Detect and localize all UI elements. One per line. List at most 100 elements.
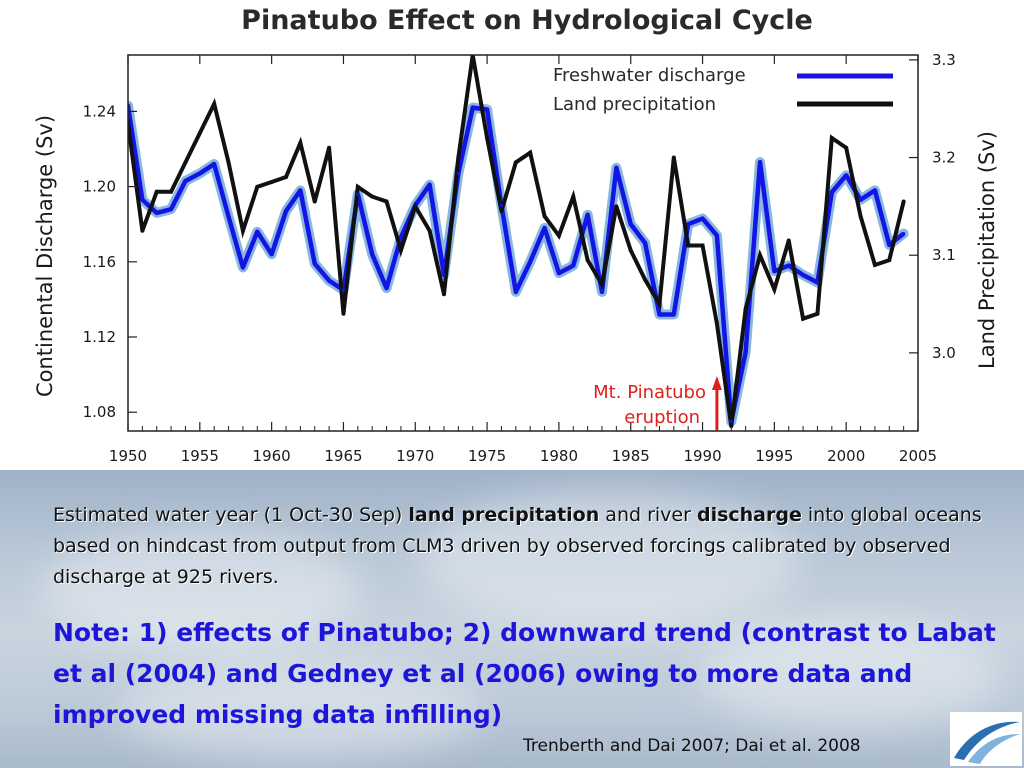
- discharge-point: [643, 241, 647, 245]
- y-right-tick-label: 3.2: [932, 149, 956, 167]
- description-text: Estimated water year (1 Oct-30 Sep) land…: [53, 500, 993, 593]
- precipitation-point: [801, 316, 806, 321]
- precipitation-point: [585, 258, 590, 263]
- precipitation-point: [140, 228, 145, 233]
- annotation-line1: Mt. Pinatubo: [593, 382, 706, 403]
- precipitation-point: [786, 238, 791, 243]
- discharge-point: [715, 233, 719, 238]
- discharge-point: [384, 286, 389, 290]
- precipitation-point: [456, 155, 461, 160]
- discharge-point: [471, 106, 475, 110]
- precipitation-point: [858, 214, 863, 219]
- x-tick-label: 2005: [899, 447, 937, 465]
- precipitation-point: [600, 282, 604, 287]
- citation-credit: Trenberth and Dai 2007; Dai et al. 2008: [523, 736, 861, 756]
- x-tick-label: 1970: [396, 447, 434, 465]
- pinatubo-annotation: Mt. Pinatubo eruption: [593, 376, 722, 430]
- discharge-point: [729, 420, 733, 424]
- precipitation-point: [686, 243, 691, 248]
- precipitation-point: [743, 306, 748, 311]
- discharge-point: [887, 243, 891, 247]
- x-tick-label: 1960: [253, 447, 291, 465]
- discharge-point: [370, 252, 374, 256]
- y-left-tick-label: 1.12: [83, 328, 116, 346]
- y-left-tick-label: 1.08: [83, 403, 116, 421]
- description-part2: and river: [599, 504, 697, 526]
- discharge-point: [801, 273, 805, 277]
- discharge-point: [183, 179, 188, 183]
- precipitation-point: [829, 136, 834, 141]
- precipitation-point: [197, 131, 202, 136]
- precipitation-point: [154, 189, 159, 194]
- precipitation-point: [355, 184, 360, 189]
- precipitation-point: [657, 302, 662, 307]
- discharge-point: [571, 263, 575, 268]
- discharge-point: [830, 190, 834, 194]
- precipitation-point: [327, 145, 332, 150]
- x-tick-label: 1955: [181, 447, 219, 465]
- discharge-point: [356, 192, 360, 196]
- discharge-point: [873, 188, 877, 192]
- precipitation-point: [312, 199, 317, 204]
- discharge-point: [284, 209, 288, 213]
- discharge-point: [499, 203, 504, 207]
- x-tick-label: 1950: [109, 447, 147, 465]
- precipitation-point: [872, 262, 877, 267]
- precipitation-point: [513, 160, 518, 165]
- discharge-point: [241, 265, 245, 270]
- x-tick-label: 1995: [755, 447, 793, 465]
- legend-label-discharge: Freshwater discharge: [553, 65, 746, 86]
- precipitation-point: [269, 179, 274, 184]
- discharge-point: [542, 226, 547, 230]
- discharge-point: [155, 211, 159, 215]
- precipitation-point: [370, 194, 375, 199]
- discharge-point: [140, 198, 144, 202]
- x-tick-label: 1990: [683, 447, 721, 465]
- discharge-point: [629, 222, 633, 226]
- ncar-logo: [950, 712, 1022, 766]
- precipitation-point: [499, 209, 504, 214]
- precipitation-point: [226, 160, 231, 165]
- discharge-point: [528, 260, 532, 264]
- plot-frame: [127, 54, 919, 432]
- discharge-point: [744, 350, 748, 354]
- precipitation-point: [427, 228, 432, 233]
- annotation-line2: eruption: [624, 407, 700, 428]
- chart: Pinatubo Effect on Hydrological Cycle 19…: [33, 5, 999, 465]
- discharge-point: [700, 216, 705, 221]
- precipitation-point: [901, 199, 906, 204]
- discharge-point: [902, 232, 906, 236]
- precipitation-point: [485, 136, 490, 141]
- y-axis-left-title: Continental Discharge (Sv): [33, 115, 57, 397]
- precipitation-point: [97, 165, 101, 169]
- discharge-point: [787, 263, 791, 268]
- logo-swoosh-icon: [954, 721, 1020, 764]
- precipitation-point: [844, 145, 849, 150]
- precipitation-point: [571, 194, 576, 199]
- discharge-point: [586, 213, 590, 217]
- x-tick-label: 2000: [827, 447, 865, 465]
- discharge-point: [442, 273, 446, 277]
- precipitation-point: [643, 277, 648, 282]
- discharge-point: [657, 312, 662, 317]
- precipitation-point: [341, 311, 346, 316]
- description-part3: into global oceans based on hindcast fro…: [53, 504, 982, 588]
- discharge-point: [270, 252, 274, 256]
- x-tick-label: 1980: [540, 447, 578, 465]
- precipitation-line: [128, 55, 906, 427]
- y-right-tick-label: 3.3: [932, 51, 956, 69]
- precipitation-point: [758, 253, 762, 258]
- precipitation-point: [887, 258, 892, 263]
- y-right-tick-label: 3.0: [932, 344, 956, 362]
- discharge-point: [226, 215, 231, 219]
- precipitation-point: [772, 287, 777, 292]
- chart-title: Pinatubo Effect on Hydrological Cycle: [241, 5, 813, 36]
- discharge-point: [614, 166, 618, 170]
- discharge-point: [456, 171, 460, 176]
- precipitation-point: [442, 292, 446, 297]
- discharge-point: [557, 271, 561, 275]
- precipitation-point: [714, 321, 719, 326]
- precipitation-point: [240, 228, 245, 233]
- discharge-point: [686, 222, 690, 226]
- discharge-point: [428, 183, 432, 187]
